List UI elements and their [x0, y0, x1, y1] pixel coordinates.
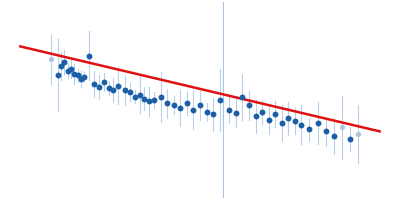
Point [322, 130, 329, 133]
Point [190, 108, 197, 111]
Point [265, 118, 272, 121]
Point [132, 95, 138, 98]
Point [246, 104, 252, 107]
Point [141, 97, 148, 100]
Point [110, 89, 117, 92]
Point [71, 72, 78, 75]
Point [55, 74, 61, 77]
Point [136, 93, 143, 96]
Point [100, 80, 107, 83]
Point [48, 58, 54, 61]
Point [278, 121, 285, 124]
Point [164, 102, 170, 105]
Point [105, 87, 112, 90]
Point [314, 121, 321, 124]
Point [339, 126, 345, 129]
Point [239, 95, 246, 98]
Point [216, 98, 223, 102]
Point [292, 119, 298, 123]
Point [81, 76, 87, 79]
Point [58, 64, 64, 68]
Point [210, 113, 216, 116]
Point [68, 67, 74, 70]
Point [171, 104, 177, 107]
Point [122, 89, 128, 92]
Point [355, 132, 362, 136]
Point [61, 61, 68, 64]
Point [64, 69, 71, 72]
Point [285, 117, 291, 120]
Point [226, 108, 232, 111]
Point [91, 82, 97, 85]
Point [306, 128, 313, 131]
Point [233, 111, 239, 115]
Point [272, 113, 278, 116]
Point [86, 54, 92, 57]
Point [252, 115, 259, 118]
Point [78, 77, 84, 81]
Point [184, 102, 190, 105]
Point [331, 134, 337, 138]
Point [74, 74, 81, 77]
Point [197, 104, 203, 107]
Point [298, 123, 304, 126]
Point [126, 91, 133, 94]
Point [146, 100, 152, 103]
Point [177, 106, 184, 109]
Point [158, 95, 164, 98]
Point [203, 110, 210, 113]
Point [151, 98, 158, 102]
Point [115, 84, 122, 87]
Point [347, 138, 354, 141]
Point [96, 85, 102, 89]
Point [259, 110, 265, 113]
